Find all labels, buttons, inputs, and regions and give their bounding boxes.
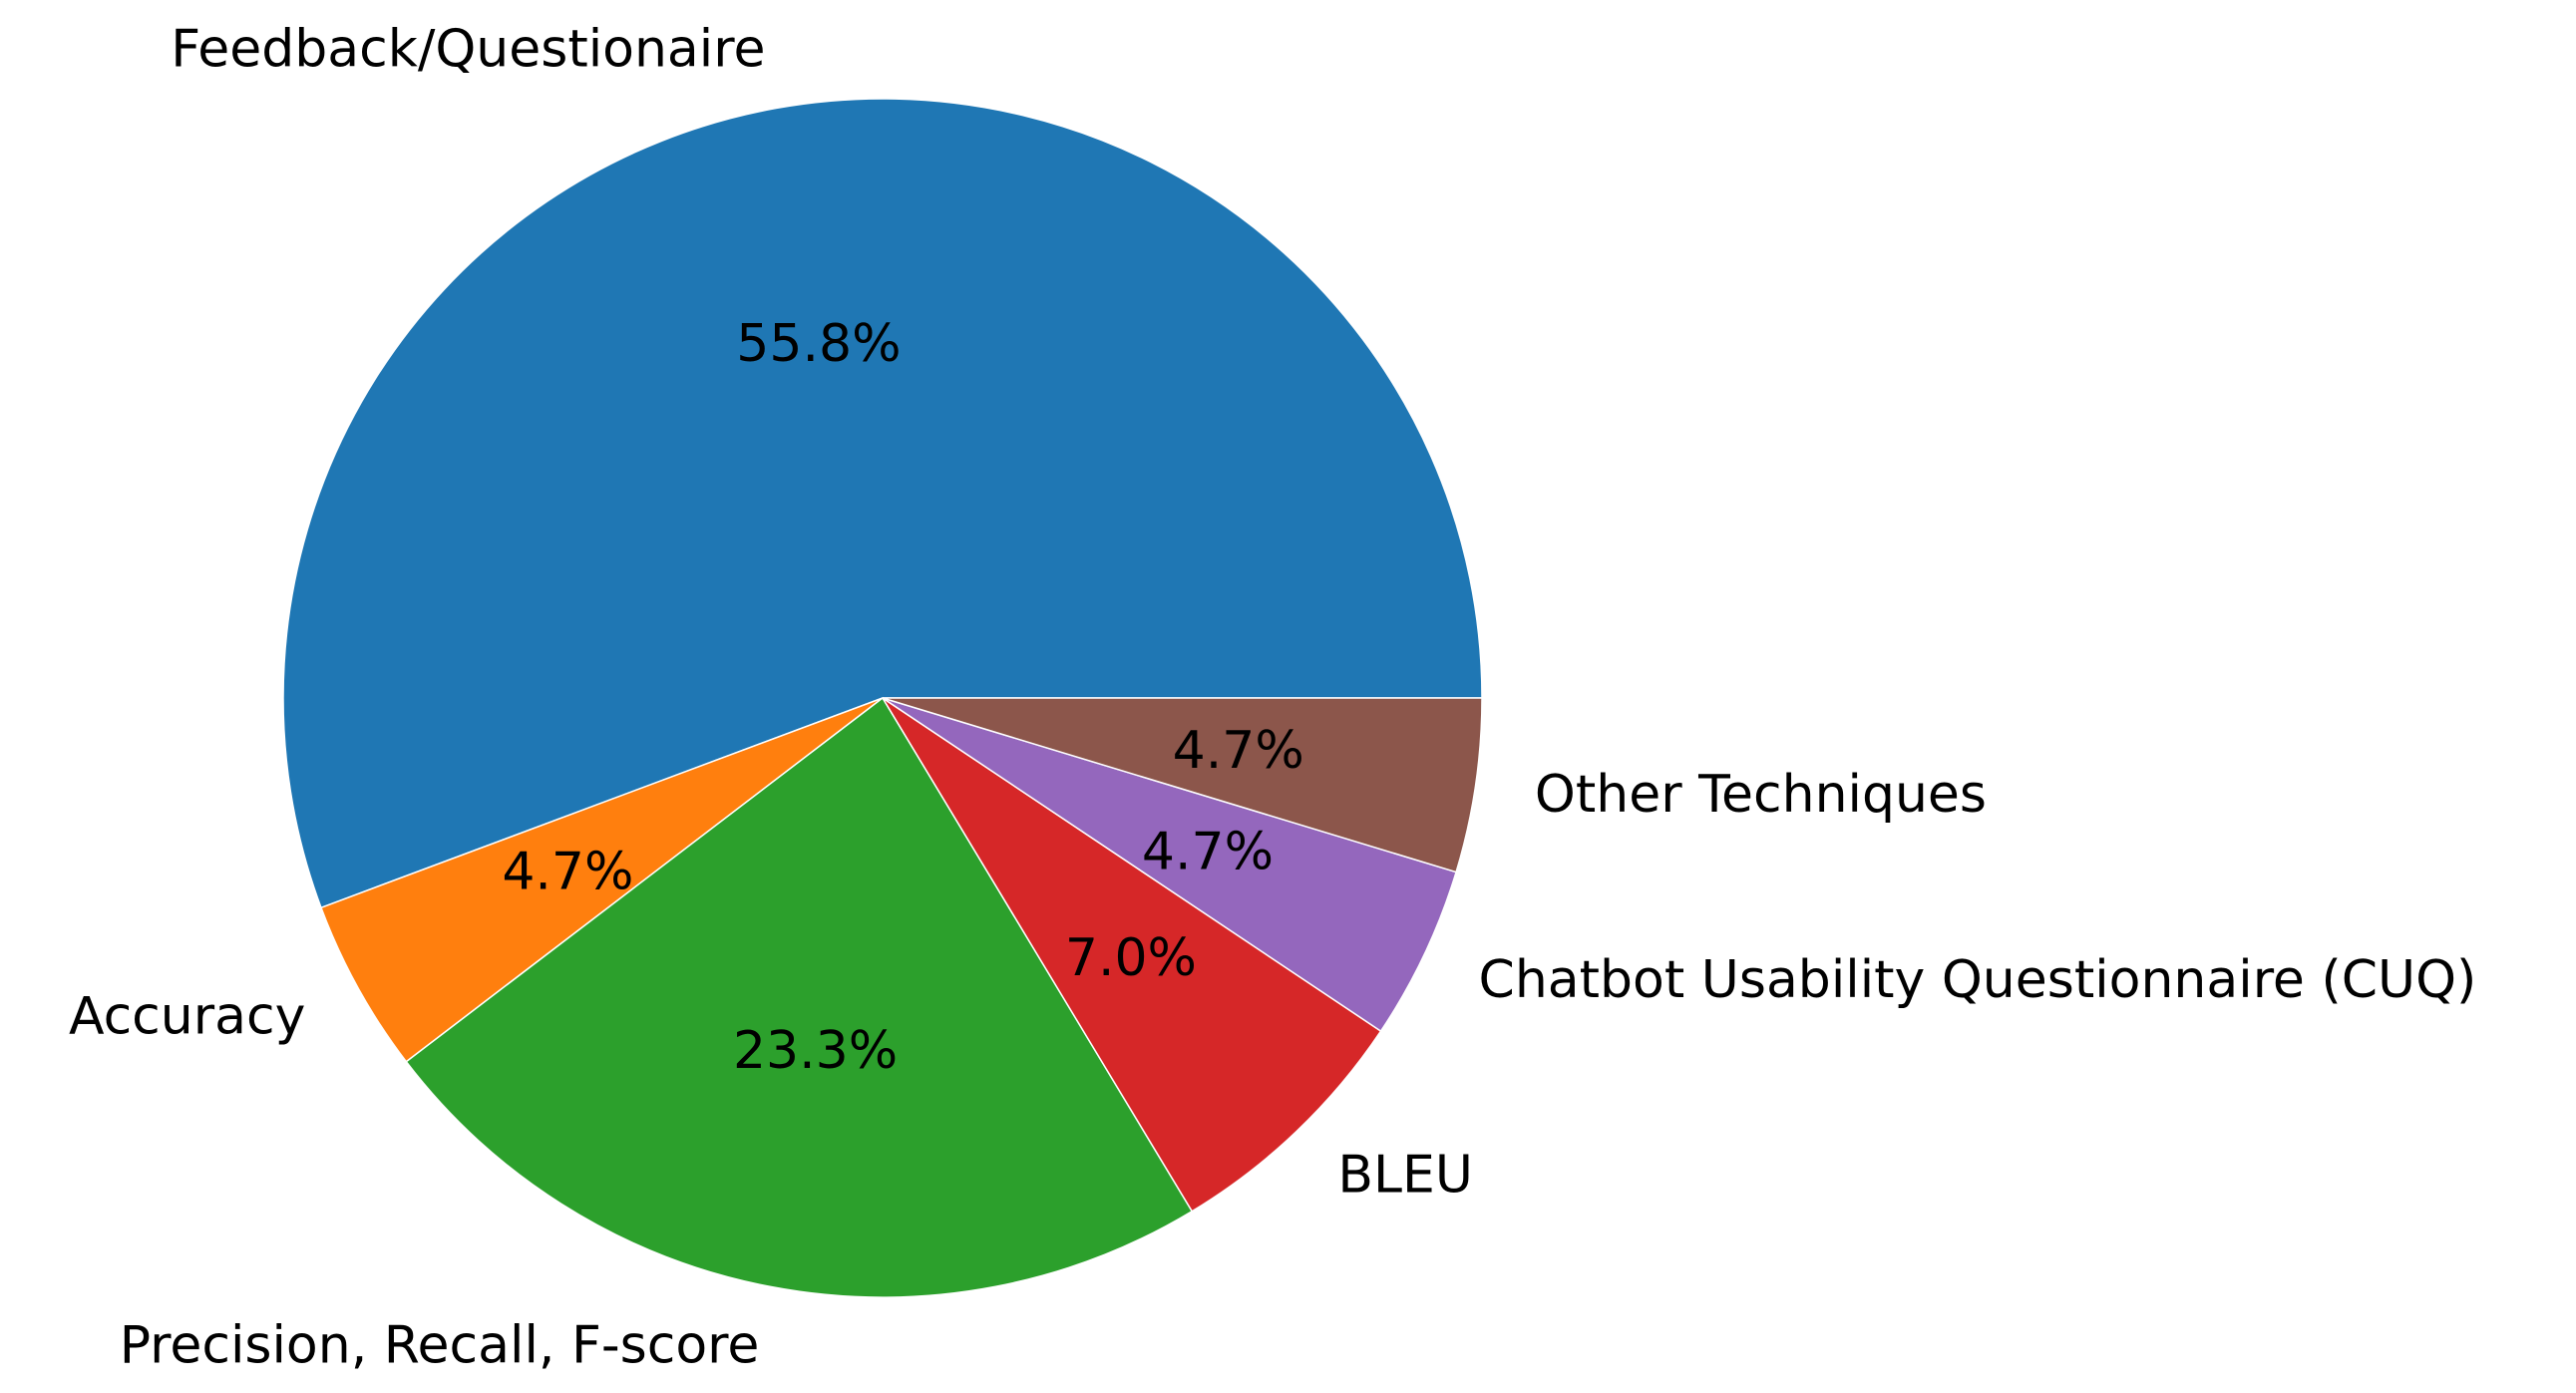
slice-label: BLEU bbox=[1337, 1145, 1473, 1205]
pie-slice bbox=[405, 696, 1194, 1298]
value-label: 4.7% bbox=[1173, 721, 1304, 781]
value-label: 55.8% bbox=[736, 314, 901, 374]
value-label: 4.7% bbox=[1142, 822, 1274, 881]
value-label: 23.3% bbox=[733, 1021, 898, 1081]
pie-slice bbox=[320, 697, 884, 1063]
slice-label: Precision, Recall, F-score bbox=[120, 1315, 760, 1375]
pie-slice bbox=[282, 98, 1483, 909]
pie-slice bbox=[882, 697, 1382, 1213]
slice-label: Other Techniques bbox=[1535, 765, 1987, 825]
slice-label: Chatbot Usability Questionnaire (CUQ) bbox=[1479, 950, 2477, 1010]
pie-slice bbox=[882, 697, 1483, 873]
slice-label: Accuracy bbox=[69, 987, 305, 1047]
value-label: 4.7% bbox=[502, 842, 633, 901]
value-label: 7.0% bbox=[1065, 928, 1197, 988]
slice-label: Feedback/Questionaire bbox=[171, 19, 765, 79]
pie-slice bbox=[882, 697, 1458, 1033]
